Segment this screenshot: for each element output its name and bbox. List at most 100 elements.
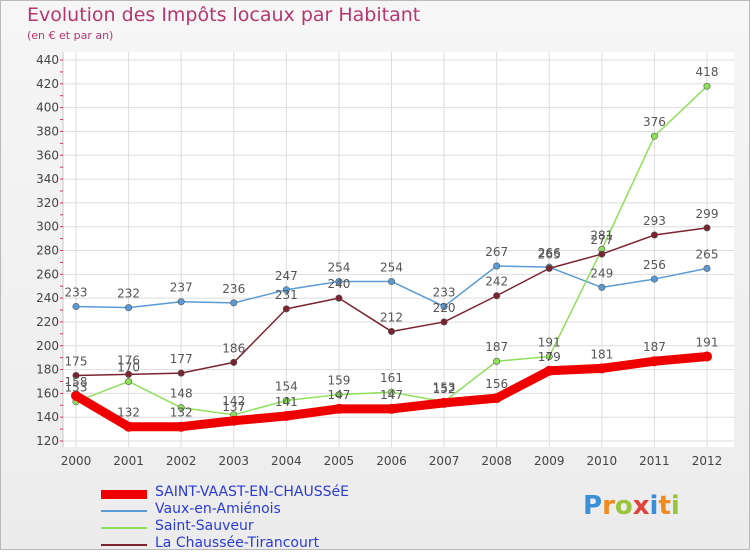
- data-point: [335, 391, 343, 399]
- y-tick-label: 380: [36, 124, 59, 138]
- logo-letter: P: [583, 491, 603, 521]
- legend-swatch-la-chaussee: [101, 544, 147, 546]
- data-label: 256: [643, 258, 666, 272]
- data-point: [335, 294, 343, 302]
- data-point: [386, 403, 397, 414]
- data-point: [72, 372, 80, 380]
- y-tick-label: 360: [36, 148, 59, 162]
- data-label: 237: [170, 281, 193, 295]
- data-label: 132: [170, 406, 193, 420]
- data-point: [598, 250, 606, 258]
- legend-label: La Chaussée-Tirancourt: [155, 535, 320, 551]
- proxiti-logo: Proxiti: [583, 491, 680, 521]
- data-point: [491, 393, 502, 404]
- data-label: 240: [327, 277, 350, 291]
- x-tick-label: 2008: [481, 454, 512, 468]
- x-tick-label: 2006: [376, 454, 407, 468]
- data-label: 152: [433, 382, 456, 396]
- data-point: [650, 132, 658, 140]
- plot-area: [63, 52, 734, 447]
- data-label: 212: [380, 310, 403, 324]
- data-label: 181: [590, 347, 613, 361]
- chart-title: Evolution des Impôts locaux par Habitant: [27, 4, 421, 26]
- data-point: [71, 390, 81, 401]
- data-label: 141: [275, 395, 298, 409]
- data-label: 187: [643, 340, 666, 354]
- logo-letter: x: [632, 491, 650, 521]
- data-label: 236: [222, 282, 245, 296]
- legend-label: Vaux-en-Amiénois: [155, 501, 281, 517]
- y-tick-label: 120: [36, 434, 59, 448]
- y-tick-label: 140: [36, 410, 59, 424]
- data-label: 299: [696, 207, 719, 221]
- data-label: 161: [380, 371, 403, 385]
- x-tick-label: 2005: [324, 454, 355, 468]
- y-tick-label: 200: [36, 339, 59, 353]
- data-label: 170: [117, 360, 140, 374]
- chart-subtitle: (en € et par an): [27, 29, 114, 42]
- x-tick-label: 2004: [271, 454, 302, 468]
- data-label: 191: [696, 335, 719, 349]
- data-point: [387, 327, 395, 335]
- data-label: 158: [65, 375, 88, 389]
- data-label: 233: [433, 285, 456, 299]
- legend-swatch-saint-sauveur: [101, 527, 147, 529]
- data-label: 142: [222, 394, 245, 408]
- data-label: 376: [643, 115, 666, 129]
- y-tick-label: 400: [36, 101, 59, 115]
- data-point: [650, 231, 658, 239]
- data-label: 265: [696, 247, 719, 261]
- x-tick-label: 2010: [587, 454, 618, 468]
- data-label: 177: [170, 352, 193, 366]
- x-tick-label: 2003: [218, 454, 249, 468]
- data-label: 233: [65, 285, 88, 299]
- data-point: [702, 351, 712, 362]
- x-tick-label: 2007: [429, 454, 460, 468]
- legend-swatch-saint-vaast: [101, 489, 147, 499]
- data-label: 281: [590, 228, 613, 242]
- data-point: [230, 299, 238, 307]
- data-label: 232: [117, 287, 140, 301]
- x-tick-label: 2012: [692, 454, 723, 468]
- data-label: 231: [275, 288, 298, 302]
- data-point: [177, 369, 185, 377]
- logo-letter: o: [614, 491, 633, 521]
- data-label: 266: [538, 246, 561, 260]
- legend-label: SAINT-VAAST-EN-CHAUSSéE: [155, 484, 349, 500]
- data-point: [123, 421, 134, 432]
- data-label: 242: [485, 275, 508, 289]
- data-label: 249: [590, 266, 613, 280]
- data-label: 191: [538, 335, 561, 349]
- data-point: [281, 410, 292, 421]
- x-tick-label: 2000: [61, 454, 92, 468]
- data-point: [649, 356, 660, 367]
- data-point: [598, 283, 606, 291]
- data-point: [545, 352, 553, 360]
- data-point: [282, 397, 290, 405]
- logo-letter: r: [602, 491, 615, 521]
- data-label: 176: [117, 353, 140, 367]
- x-tick-label: 2002: [166, 454, 197, 468]
- data-label: 267: [485, 245, 508, 259]
- data-point: [228, 415, 239, 426]
- data-label: 179: [538, 350, 561, 364]
- data-point: [125, 377, 133, 385]
- y-tick-label: 160: [36, 386, 59, 400]
- x-tick-label: 2009: [534, 454, 565, 468]
- y-tick-label: 320: [36, 196, 59, 210]
- data-label: 148: [170, 387, 193, 401]
- data-point: [177, 298, 185, 306]
- data-label: 156: [485, 377, 508, 391]
- y-tick-label: 220: [36, 315, 59, 329]
- legend-label: Saint-Sauveur: [155, 518, 254, 534]
- y-tick-label: 240: [36, 291, 59, 305]
- data-label: 254: [380, 260, 403, 274]
- data-point: [125, 370, 133, 378]
- data-point: [493, 357, 501, 365]
- logo-letter: i: [670, 491, 680, 521]
- data-point: [544, 365, 555, 376]
- data-label: 187: [485, 340, 508, 354]
- legend-swatch-vaux: [101, 510, 147, 512]
- data-label: 137: [222, 400, 245, 414]
